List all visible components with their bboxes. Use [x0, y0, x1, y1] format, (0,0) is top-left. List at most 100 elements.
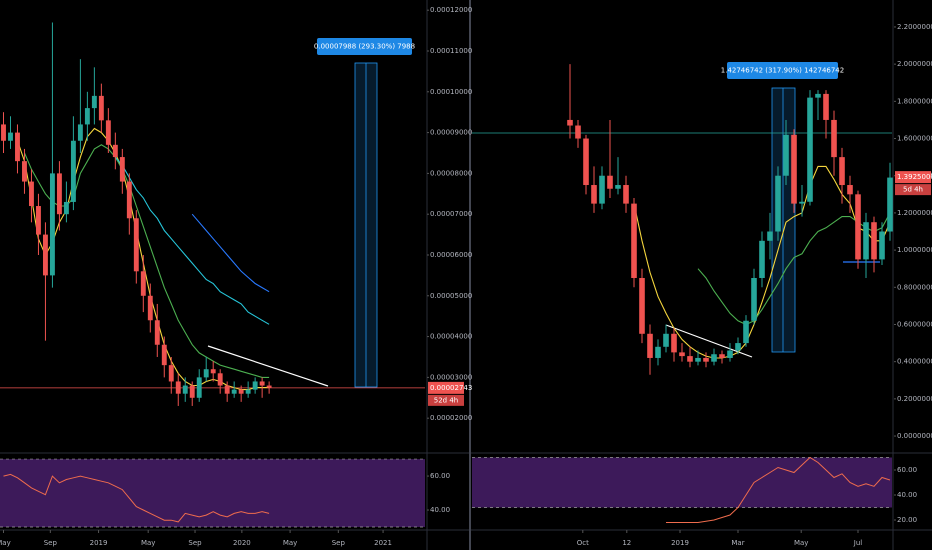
candle-body [791, 134, 797, 204]
x-tick-label: Sep [44, 539, 58, 547]
candle-body [119, 157, 125, 182]
measure-label-box [317, 38, 412, 55]
candle-body [175, 381, 181, 394]
candle-body [871, 222, 877, 260]
candle-body [56, 173, 62, 215]
candle-body [196, 377, 202, 398]
candle-body [807, 97, 813, 202]
candle-body [831, 119, 837, 158]
y-tick-label: 0.00000000 [897, 432, 932, 440]
candle-body [607, 175, 613, 189]
rsi-tick-label: 40.00 [430, 506, 450, 514]
y-tick-label: 1.20000000 [897, 209, 932, 217]
moving-average [633, 165, 891, 359]
candle-body [759, 240, 765, 278]
candle-body [140, 271, 146, 296]
measure-label: 0.00007988 (293.30%) 7988 [314, 43, 415, 51]
candle-body [863, 222, 869, 260]
y-tick-label: 0.00003000 [430, 373, 472, 381]
candle-body [147, 295, 153, 321]
price-label: 1.39250000 [897, 173, 932, 181]
candle-body [259, 381, 265, 386]
rsi-line [3, 473, 270, 523]
candle-body [245, 389, 251, 394]
candle-body [735, 343, 741, 351]
candle-body [252, 381, 258, 390]
candle-body [63, 201, 69, 215]
candle-body [133, 218, 139, 272]
y-tick-label: 0.00010000 [430, 88, 472, 96]
candle-body [22, 161, 27, 182]
candle-body [583, 138, 589, 186]
x-tick-label: Sep [332, 539, 346, 547]
candle-body [727, 350, 733, 358]
candle-body [631, 203, 637, 278]
price-label-box [895, 171, 931, 184]
y-tick-label: 0.00005000 [430, 292, 472, 300]
measure-label-box [727, 62, 838, 79]
candle-body [575, 125, 581, 139]
x-tick-label: 2020 [233, 539, 251, 547]
candle-body [879, 231, 885, 260]
candle-body [217, 373, 223, 386]
candle-body [783, 134, 789, 176]
rsi-band [0, 459, 425, 527]
candle-body [839, 157, 845, 186]
candle-body [77, 124, 83, 141]
trend-line [207, 345, 329, 387]
countdown: 5d 4h [903, 186, 923, 194]
candle-body [112, 144, 118, 158]
y-tick-label: 2.20000000 [897, 23, 932, 31]
candle-body [231, 389, 237, 394]
candle-body [743, 320, 749, 344]
candle-body [647, 333, 653, 358]
candle-body [767, 231, 773, 241]
candle-body [182, 385, 188, 394]
candle-body [703, 357, 709, 362]
y-tick-label: 0.60000000 [897, 320, 932, 328]
candle-body [224, 385, 230, 394]
y-tick-label: 0.00007000 [430, 210, 472, 218]
rsi-line [666, 456, 891, 523]
measure-label: 1.42746742 (317.90%) 142746742 [721, 67, 844, 75]
x-tick-label: 2019 [671, 539, 689, 547]
y-tick-label: 0.80000000 [897, 283, 932, 291]
x-tick-label: 12 [622, 539, 631, 547]
y-tick-label: 2.00000000 [897, 60, 932, 68]
price-label-box [428, 381, 464, 394]
candle-body [210, 369, 216, 374]
candle-body [189, 385, 195, 398]
y-tick-label: 0.00009000 [430, 129, 472, 137]
candle-body [639, 277, 645, 334]
candle-body [599, 175, 605, 204]
candle-body [815, 93, 821, 98]
y-tick-label: 0.00006000 [430, 251, 472, 259]
price-label: 0.00002743 [430, 384, 472, 392]
y-tick-label: 0.00002000 [430, 414, 472, 422]
candle-body [168, 365, 174, 382]
rsi-tick-label: 40.00 [897, 491, 917, 499]
candle-body [98, 95, 104, 121]
y-tick-label: 1.60000000 [897, 135, 932, 143]
candle-body [711, 354, 717, 362]
candle-body [84, 108, 90, 125]
candle-body [567, 119, 573, 126]
y-tick-label: 0.40000000 [897, 358, 932, 366]
candle-body [655, 346, 661, 358]
candle-body [8, 132, 13, 141]
y-tick-label: 1.00000000 [897, 246, 932, 254]
candle-body [679, 352, 685, 357]
candle-body [161, 344, 167, 366]
candle-body [42, 234, 48, 276]
candle-body [29, 181, 34, 207]
candle-body [887, 177, 893, 232]
rsi-band [472, 457, 892, 508]
candle-body [126, 181, 132, 219]
candle-body [70, 140, 76, 202]
countdown-box [895, 184, 931, 196]
moving-average [114, 156, 270, 325]
candle-body [823, 93, 829, 120]
candle-body [663, 333, 669, 347]
countdown: 52d 4h [434, 396, 458, 404]
candle-body [615, 185, 621, 189]
